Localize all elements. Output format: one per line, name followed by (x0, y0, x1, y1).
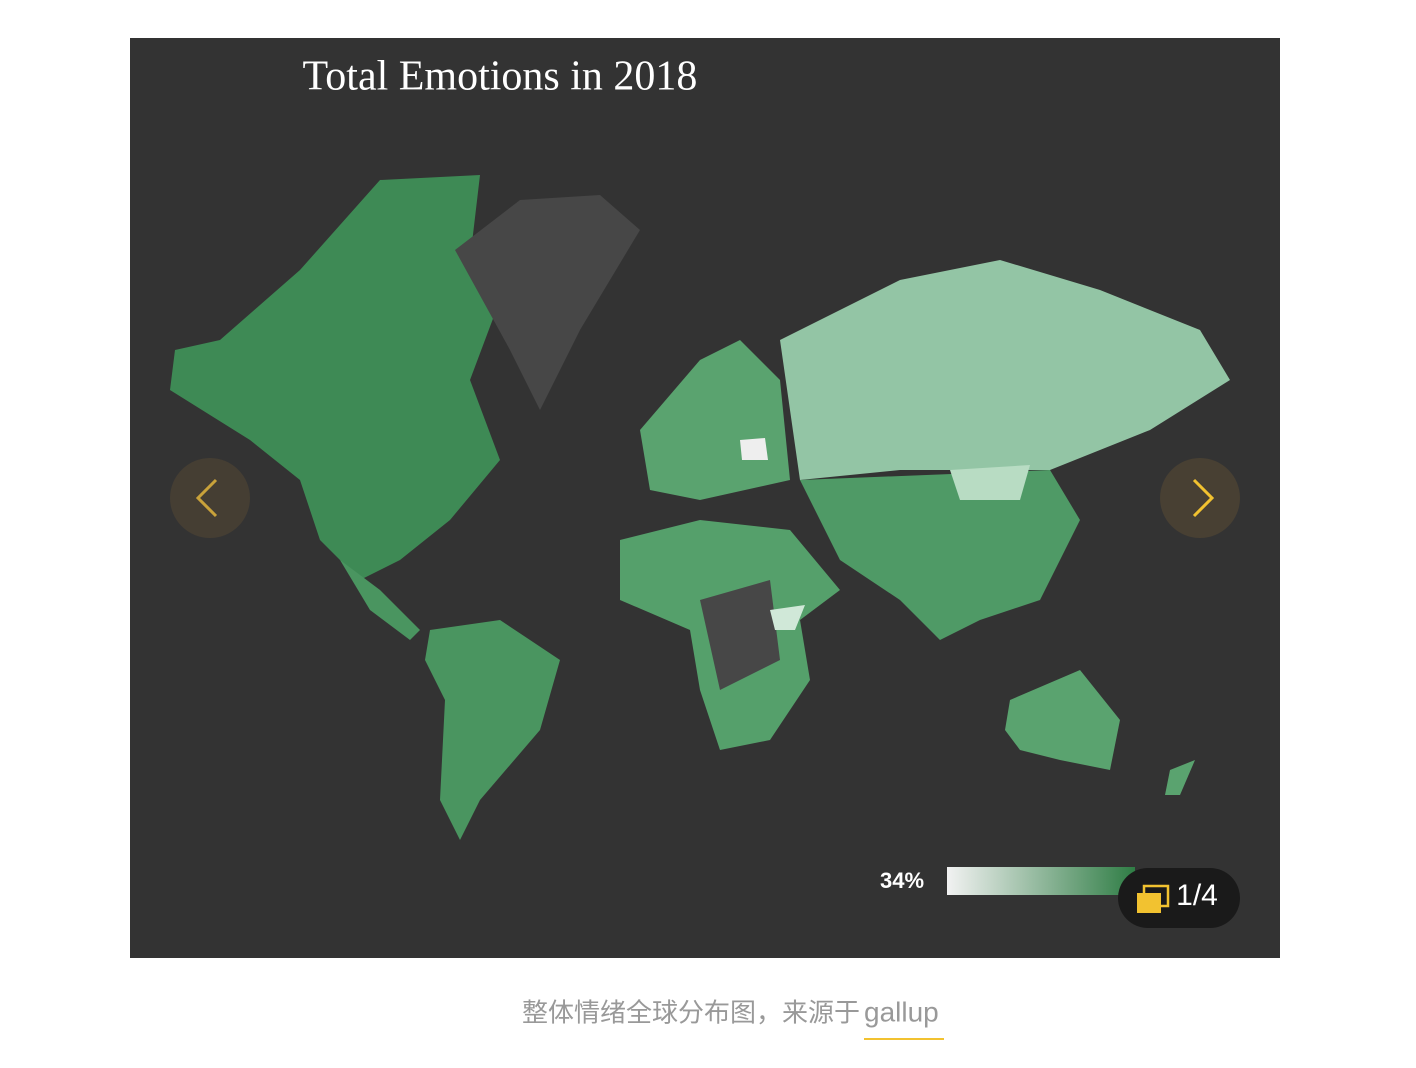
slide-counter: 1/4 (1176, 879, 1218, 912)
world-map (170, 175, 1230, 840)
counter-badge: 1/4 (1118, 868, 1240, 928)
prev-button[interactable] (170, 458, 250, 538)
map-title: Total Emotions in 2018 (303, 54, 698, 100)
caption: 整体情绪全球分布图，来源于 (522, 999, 860, 1029)
legend-min: 34% (880, 868, 924, 893)
next-button[interactable] (1160, 458, 1240, 538)
legend-bar (947, 867, 1135, 895)
caption-link[interactable]: gallup (864, 996, 939, 1027)
